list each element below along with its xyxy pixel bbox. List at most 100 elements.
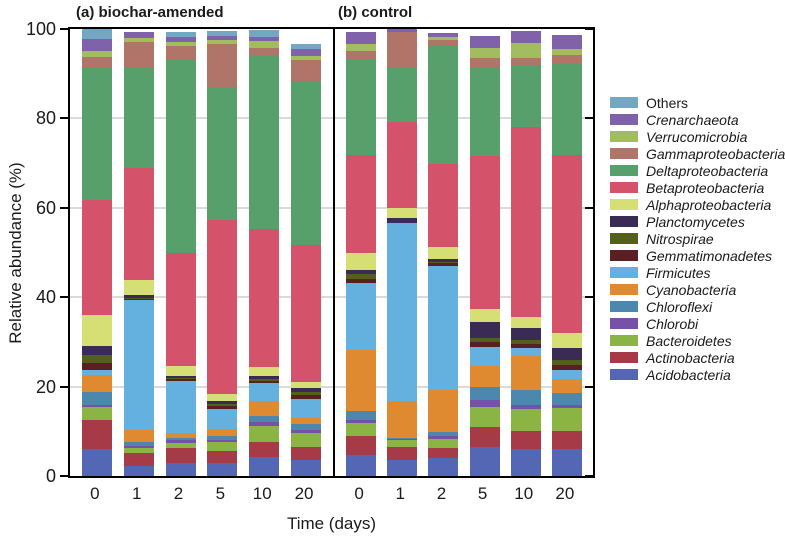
- segment-actinobacteria: [123, 453, 154, 467]
- segment-crenarchaeota: [469, 36, 500, 48]
- y-tick-mark-left-20: [60, 385, 68, 388]
- segment-bacteroidetes: [81, 406, 112, 421]
- segment-cyanobacteria: [346, 349, 377, 412]
- segment-firmicutes: [346, 283, 377, 350]
- segment-betaproteobacteria: [551, 155, 582, 334]
- segment-chloroflexi: [346, 411, 377, 420]
- segment-crenarchaeota: [510, 31, 541, 43]
- segment-bacteroidetes: [249, 426, 280, 443]
- legend-swatch-verrucomicrobia: [610, 131, 638, 142]
- segment-crenarchaeota: [428, 32, 459, 37]
- legend-label-gemmatimonadetes: Gemmatimonadetes: [646, 247, 773, 264]
- segment-crenarchaeota: [291, 48, 322, 56]
- segment-chloroflexi: [165, 437, 196, 441]
- y-tick-mark-right-0: [585, 475, 593, 477]
- segment-planctomycetes: [81, 345, 112, 356]
- segment-firmicutes: [207, 408, 238, 430]
- panel-b-title: (b) control: [338, 4, 413, 21]
- x-tick-label-b-0: 0: [354, 484, 364, 503]
- segment-deltaproteobacteria: [165, 60, 196, 254]
- segment-cyanobacteria: [123, 430, 154, 442]
- y-tick-mark-left-40: [60, 296, 68, 299]
- segment-chloroflexi: [551, 392, 582, 405]
- segment-verrucomicrobia: [165, 42, 196, 46]
- segment-firmicutes: [165, 380, 196, 433]
- y-tick-label-20: 20: [35, 376, 56, 397]
- segment-firmicutes: [81, 370, 112, 376]
- segment-deltaproteobacteria: [428, 45, 459, 164]
- segment-acidobacteria: [346, 454, 377, 476]
- segment-firmicutes: [291, 398, 322, 418]
- legend-item-nitrospirae: Nitrospirae: [610, 230, 785, 247]
- segment-gammaproteobacteria: [346, 50, 377, 60]
- segment-gammaproteobacteria: [123, 41, 154, 67]
- segment-acidobacteria: [207, 462, 238, 476]
- legend-swatch-crenarchaeota: [610, 114, 638, 125]
- segment-chlorobi: [469, 400, 500, 408]
- x-tick-label-a-0: 0: [90, 484, 100, 503]
- bar-a-day-10: [249, 30, 280, 476]
- y-tick-mark-left-60: [60, 206, 68, 209]
- segment-acidobacteria: [249, 457, 280, 476]
- segment-cyanobacteria: [428, 390, 459, 432]
- segment-acidobacteria: [81, 449, 112, 476]
- panel-b-x-tick-labels: 0 1 2 5 10 20: [333, 484, 591, 504]
- segment-gammaproteobacteria: [207, 43, 238, 87]
- segment-bacteroidetes: [387, 439, 418, 447]
- segment-planctomycetes: [510, 328, 541, 340]
- gridline-40: [70, 296, 593, 299]
- segment-planctomycetes: [291, 388, 322, 393]
- legend-item-actinobacteria: Actinobacteria: [610, 349, 785, 366]
- panel-a-title: (a) biochar-amended: [76, 4, 224, 21]
- segment-crenarchaeota: [123, 32, 154, 39]
- segment-deltaproteobacteria: [291, 81, 322, 245]
- segment-gammaproteobacteria: [469, 58, 500, 68]
- segment-nitrospirae: [207, 404, 238, 407]
- legend-item-chloroflexi: Chloroflexi: [610, 298, 785, 315]
- legend-label-deltaproteobacteria: Deltaproteobacteria: [646, 162, 769, 179]
- y-tick-mark-right-80: [585, 117, 593, 120]
- legend-swatch-actinobacteria: [610, 352, 638, 363]
- segment-bacteroidetes: [510, 409, 541, 432]
- x-tick-label-a-10: 10: [252, 484, 272, 503]
- legend-label-others: Others: [646, 94, 689, 111]
- legend-item-cyanobacteria: Cyanobacteria: [610, 281, 785, 298]
- legend-swatch-firmicutes: [610, 267, 638, 278]
- segment-planctomycetes: [346, 270, 377, 275]
- bar-a-day-20: [291, 43, 322, 476]
- segment-chlorobi: [207, 440, 238, 442]
- segment-cyanobacteria: [165, 432, 196, 438]
- segment-bacteroidetes: [123, 447, 154, 454]
- segment-chlorobi: [551, 404, 582, 408]
- gridline-80: [70, 117, 593, 120]
- segment-acidobacteria: [428, 458, 459, 476]
- segment-gemmatimonadetes: [207, 406, 238, 409]
- legend-label-betaproteobacteria: Betaproteobacteria: [646, 179, 765, 196]
- segment-chloroflexi: [469, 387, 500, 401]
- segment-chlorobi: [81, 404, 112, 407]
- segment-gemmatimonadetes: [469, 342, 500, 348]
- segment-crenarchaeota: [387, 28, 418, 32]
- segment-gammaproteobacteria: [551, 55, 582, 64]
- legend-swatch-alphaproteobacteria: [610, 199, 638, 210]
- segment-alphaproteobacteria: [291, 382, 322, 389]
- legend-label-chloroflexi: Chloroflexi: [646, 298, 713, 315]
- bar-a-day-5: [207, 30, 238, 476]
- legend-label-bacteroidetes: Bacteroidetes: [646, 332, 732, 349]
- segment-verrucomicrobia: [428, 36, 459, 41]
- legend-item-acidobacteria: Acidobacteria: [610, 366, 785, 383]
- segment-nitrospirae: [291, 392, 322, 396]
- legend-label-acidobacteria: Acidobacteria: [646, 366, 731, 383]
- legend-swatch-gammaproteobacteria: [610, 148, 638, 159]
- x-tick-label-b-10: 10: [514, 484, 534, 503]
- legend-swatch-betaproteobacteria: [610, 182, 638, 193]
- segment-gammaproteobacteria: [387, 31, 418, 69]
- segment-verrucomicrobia: [207, 40, 238, 44]
- segment-chlorobi: [428, 435, 459, 439]
- legend-swatch-planctomycetes: [610, 216, 638, 227]
- segment-nitrospirae: [123, 297, 154, 300]
- legend-swatch-chloroflexi: [610, 301, 638, 312]
- segment-planctomycetes: [123, 295, 154, 298]
- segment-nitrospirae: [469, 337, 500, 343]
- bar-b-day-20: [551, 35, 582, 476]
